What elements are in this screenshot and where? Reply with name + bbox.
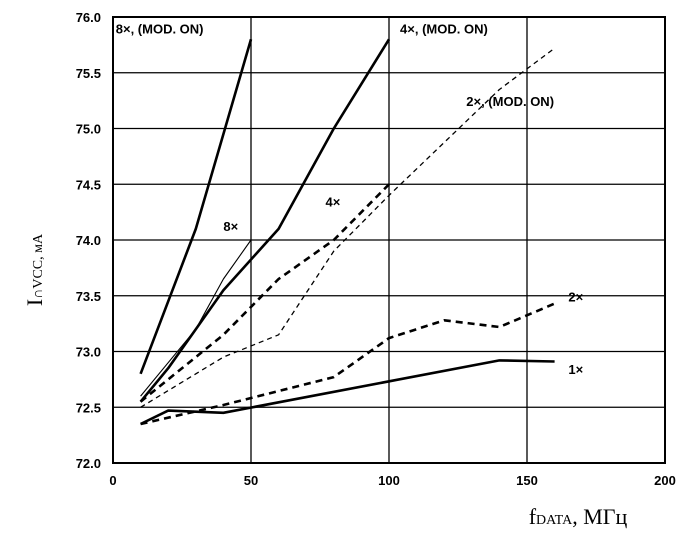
series-line-4: [140, 239, 252, 397]
y-axis-title-unit: , мА: [31, 233, 46, 260]
y-axis-title-main: I: [22, 299, 47, 306]
series-line-1: [139, 38, 253, 375]
y-tick-label: 73.0: [76, 345, 101, 360]
series-annotation: 4×, (MOD. ON): [400, 22, 488, 37]
y-axis-title-sub: ∩VCC: [31, 260, 46, 299]
series-line-7: [140, 359, 555, 426]
series-line-6: [140, 302, 556, 426]
series-line-2: [139, 38, 391, 403]
y-tick-label: 73.5: [76, 289, 101, 304]
x-tick-label: 200: [654, 473, 676, 488]
y-tick-label: 75.0: [76, 122, 101, 137]
x-axis-title: fDATA, МГц: [529, 504, 628, 529]
series-line-3: [140, 47, 555, 408]
series-annotation: 2×: [568, 289, 583, 304]
x-tick-label: 100: [378, 473, 400, 488]
y-tick-label: 75.5: [76, 66, 101, 81]
y-tick-label: 72.0: [76, 456, 101, 471]
series-annotation: 8×: [223, 219, 238, 234]
series-annotations: 8×, (MOD. ON) 4×, (MOD. ON) 2×, (MOD. ON) 8…: [116, 22, 584, 377]
x-tick-label: 50: [244, 473, 258, 488]
series-line-5: [139, 183, 390, 403]
tick-labels: 0 50 100 150 200 72.0 72.5 73.0 73.5 74.0 74.5 75.0…: [76, 10, 676, 488]
series-annotation: 8×, (MOD. ON): [116, 22, 204, 37]
x-axis-title-main: f: [529, 504, 537, 529]
y-tick-label: 74.5: [76, 177, 101, 192]
x-axis-title-sub: DATA: [536, 513, 573, 528]
series-annotation: 1×: [568, 362, 583, 377]
x-tick-label: 0: [109, 473, 116, 488]
grid-lines: [112, 16, 666, 464]
series-annotation: 2×, (MOD. ON): [466, 94, 554, 109]
y-tick-label: 76.0: [76, 10, 101, 25]
y-tick-label: 72.5: [76, 400, 101, 415]
series-lines: [139, 38, 556, 426]
y-tick-label: 74.0: [76, 233, 101, 248]
plot-frame: [112, 16, 666, 464]
y-axis-title: I∩VCC, мА: [22, 233, 47, 306]
x-axis-title-unit: , МГц: [572, 504, 627, 529]
x-tick-label: 150: [516, 473, 538, 488]
series-annotation: 4×: [326, 195, 341, 210]
